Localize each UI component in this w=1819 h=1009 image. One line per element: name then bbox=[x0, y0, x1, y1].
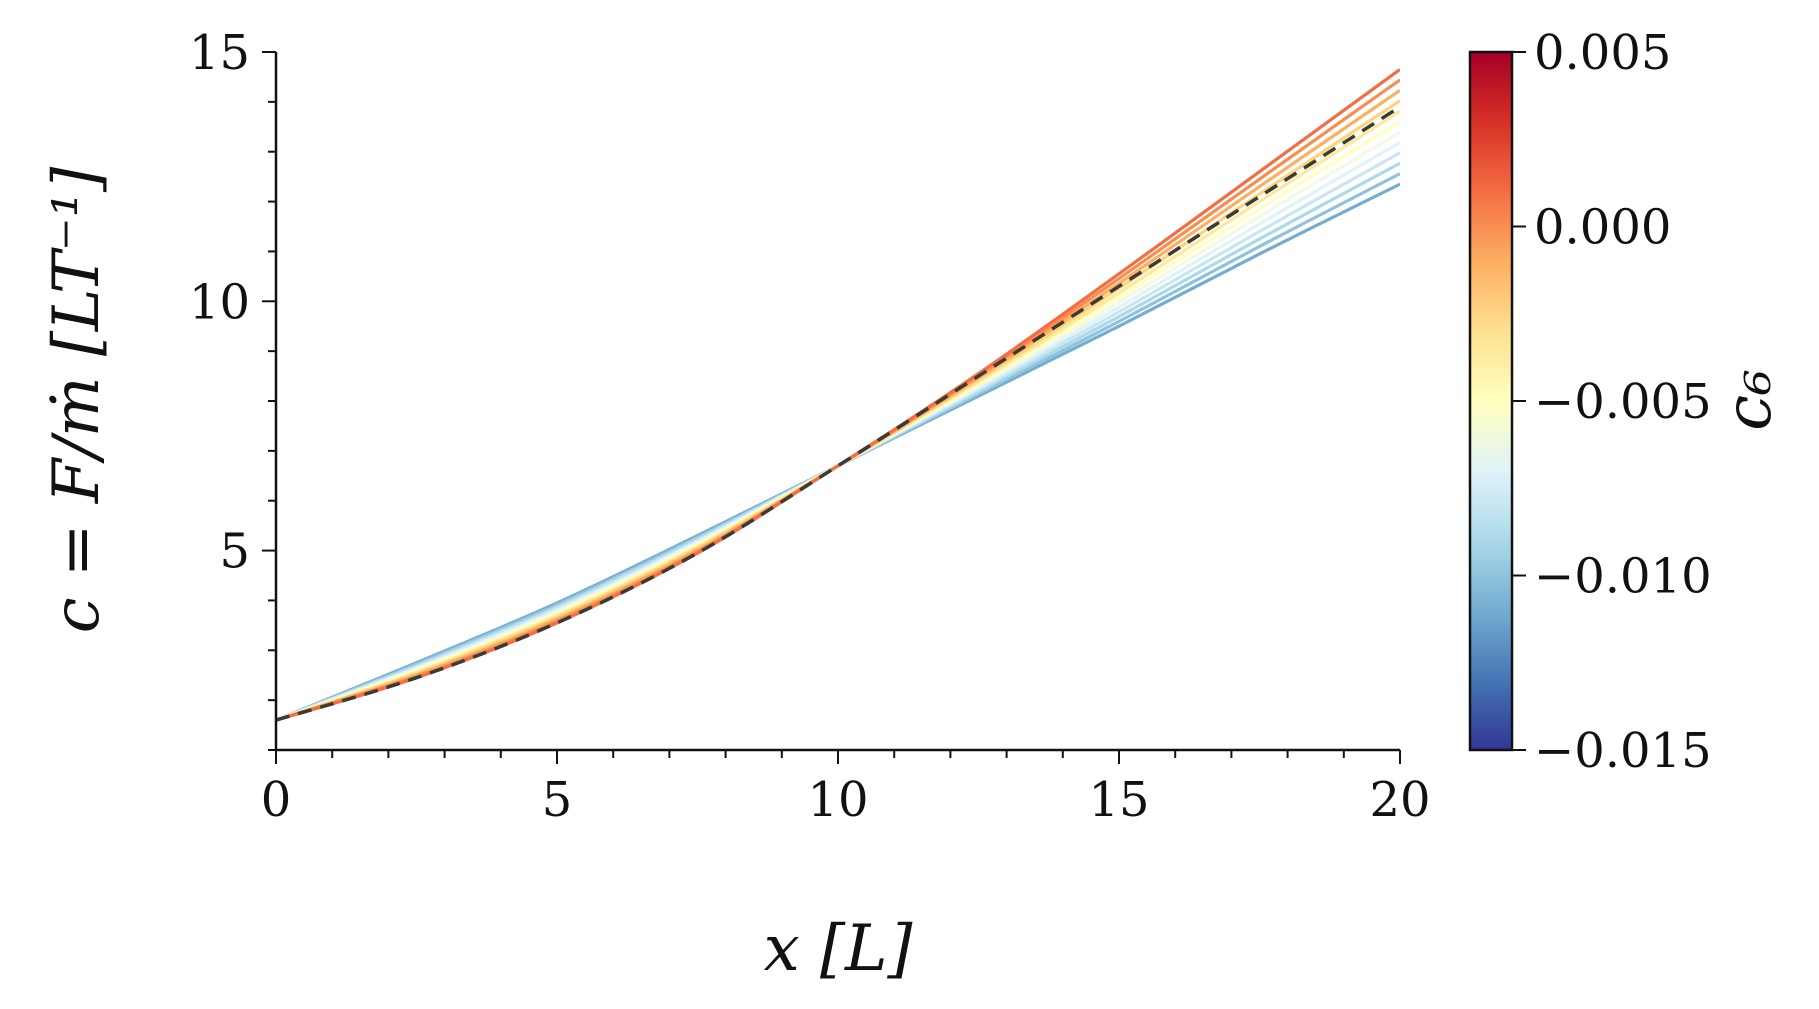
y-tick-label: 10 bbox=[189, 274, 250, 330]
series-line bbox=[276, 78, 1400, 722]
series-group bbox=[276, 68, 1400, 722]
colorbar-tick-label: 0.005 bbox=[1534, 25, 1671, 81]
reference-line bbox=[275, 105, 1401, 722]
series-line bbox=[276, 109, 1400, 722]
y-tick-label: 5 bbox=[219, 524, 250, 580]
x-tick-label: 10 bbox=[807, 772, 868, 828]
colorbar-ticks: 0.005 0.000 −0.005 −0.010 −0.015 bbox=[1512, 25, 1712, 779]
axes: 0 5 10 15 20 5 10 15 bbox=[189, 25, 1431, 828]
colorbar-tick-label: −0.015 bbox=[1534, 723, 1712, 779]
y-ticks: 5 10 15 bbox=[189, 25, 276, 751]
series-line bbox=[276, 88, 1400, 722]
colorbar-title: c₆ bbox=[1712, 369, 1786, 431]
y-tick-label: 15 bbox=[189, 25, 250, 81]
x-tick-label: 20 bbox=[1369, 772, 1430, 828]
series-line bbox=[276, 68, 1400, 722]
plot-area bbox=[275, 68, 1401, 722]
y-axis-title: c = F/ṁ [LT⁻¹] bbox=[40, 166, 114, 634]
series-line bbox=[276, 151, 1400, 722]
series-line bbox=[276, 182, 1400, 722]
colorbar-gradient bbox=[1468, 50, 1514, 752]
colorbar-tick-label: −0.010 bbox=[1534, 549, 1712, 605]
x-tick-label: 0 bbox=[261, 772, 292, 828]
x-ticks: 0 5 10 15 20 bbox=[261, 750, 1431, 828]
colorbar-tick-label: 0.000 bbox=[1534, 200, 1671, 256]
colorbar: 0.005 0.000 −0.005 −0.010 −0.015 c₆ bbox=[1468, 25, 1786, 779]
x-tick-label: 5 bbox=[542, 772, 573, 828]
x-tick-label: 15 bbox=[1088, 772, 1149, 828]
series-line bbox=[276, 141, 1400, 722]
x-axis-title: x [L] bbox=[764, 912, 914, 986]
colorbar-tick-label: −0.005 bbox=[1534, 374, 1712, 430]
